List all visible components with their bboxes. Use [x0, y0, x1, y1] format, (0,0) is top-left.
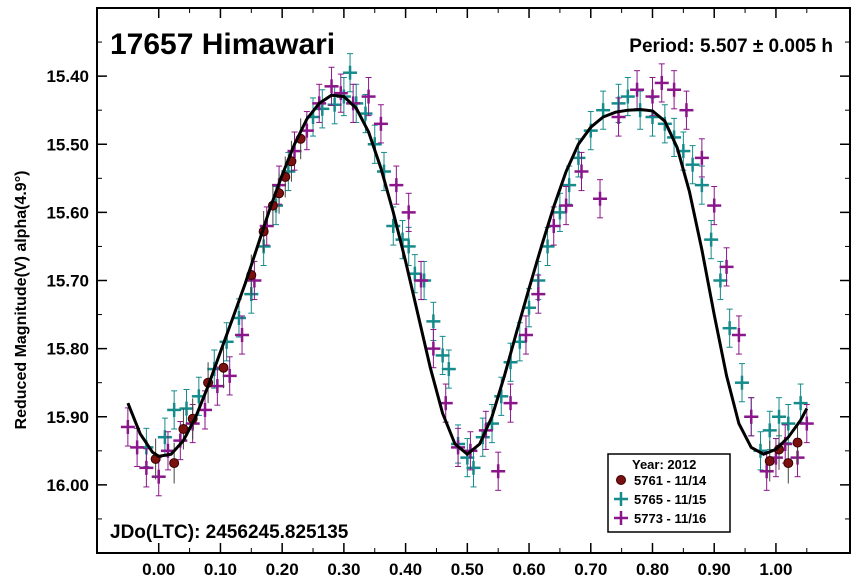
x-tick-label: 0.00	[142, 560, 175, 579]
data-point	[441, 349, 456, 389]
x-tick-label: 0.40	[389, 560, 422, 579]
data-point	[783, 442, 794, 484]
x-tick-label: 0.20	[266, 560, 299, 579]
data-point	[235, 315, 250, 355]
data-point	[151, 457, 166, 497]
data-point	[407, 254, 422, 294]
data-point	[596, 90, 611, 130]
data-point	[435, 335, 450, 376]
x-tick-label: 0.60	[513, 560, 546, 579]
data-point	[793, 383, 808, 423]
point-marker	[783, 458, 794, 469]
y-tick-label: 15.60	[46, 203, 89, 222]
data-point	[654, 63, 669, 103]
point-marker	[764, 456, 775, 467]
data-point	[367, 124, 382, 164]
x-tick-label: 0.90	[698, 560, 731, 579]
x-tick-label: 1.00	[759, 560, 792, 579]
data-point	[361, 76, 376, 117]
data-point	[503, 383, 518, 423]
data-point	[792, 422, 803, 464]
x-tick-label: 0.10	[204, 560, 237, 579]
x-tick-label: 0.50	[451, 560, 484, 579]
axes: 0.00 0.10 0.20 0.30 0.40 0.50 0.60 0.70 0.80 0.90…	[46, 8, 850, 579]
legend-marker	[616, 475, 626, 485]
y-tick-label: 15.50	[46, 135, 89, 154]
data-point	[491, 451, 506, 491]
data-point	[685, 145, 700, 185]
data-point	[167, 390, 182, 430]
data-point	[139, 448, 154, 488]
data-point	[531, 274, 546, 314]
data-point	[562, 165, 577, 205]
x-tick-label: 0.30	[327, 560, 360, 579]
fit-curve	[126, 93, 809, 458]
point-marker	[792, 437, 803, 448]
data-point	[218, 347, 229, 389]
y-tick-label: 15.90	[46, 408, 89, 427]
data-point	[744, 397, 759, 437]
x-tick-label: 0.70	[574, 560, 607, 579]
data-point	[667, 70, 682, 110]
data-point	[667, 117, 682, 158]
chart-title: 17657 Himawari	[110, 28, 335, 61]
data-point	[324, 66, 339, 106]
data-point	[713, 260, 728, 301]
point-marker	[218, 362, 229, 373]
legend-label: 5761 - 11/14	[634, 473, 707, 488]
legend: Year: 2012 5761 - 11/14 5765 - 11/15 5773 …	[607, 453, 731, 533]
data-point	[120, 407, 135, 447]
legend-box	[607, 453, 731, 533]
data-point	[373, 104, 388, 144]
data-point	[734, 363, 749, 403]
x-tick-label: 0.80	[636, 560, 669, 579]
legend-entry: 5773 - 11/16	[614, 511, 706, 526]
data-point	[731, 315, 746, 355]
data-point	[389, 165, 404, 205]
data-point	[426, 329, 441, 369]
data-point	[694, 138, 709, 178]
data-point	[707, 185, 722, 226]
y-tick-label: 15.70	[46, 272, 89, 291]
data-point	[722, 308, 737, 348]
data-point	[679, 90, 694, 130]
legend-title: Year: 2012	[632, 457, 696, 472]
y-tick-label: 16.00	[46, 476, 89, 495]
data-point	[518, 315, 533, 355]
data-point	[645, 76, 660, 117]
data-point	[799, 403, 814, 444]
data-point	[764, 440, 775, 482]
legend-entry: 5765 - 11/15	[614, 492, 706, 507]
plot-marks	[120, 53, 814, 497]
jdo-annotation: JDo(LTC): 2456245.825135	[110, 522, 349, 543]
data-point	[593, 179, 608, 219]
data-point	[169, 442, 180, 484]
data-point	[719, 247, 734, 287]
y-tick-label: 15.80	[46, 340, 89, 359]
data-point	[704, 220, 719, 260]
period-annotation: Period: 5.507 ± 0.005 h	[629, 36, 833, 57]
data-point	[559, 185, 574, 226]
data-point	[401, 192, 416, 232]
y-tick-label: 15.40	[46, 67, 89, 86]
legend-label: 5765 - 11/15	[634, 492, 706, 507]
data-point	[333, 73, 348, 113]
y-axis-label: Reduced Magnitude(V) alpha(4.9°)	[13, 171, 30, 430]
legend-entries: 5761 - 11/14 5765 - 11/15 5773 - 11/16	[614, 473, 707, 526]
legend-label: 5773 - 11/16	[634, 511, 706, 526]
data-point	[219, 322, 234, 362]
point-marker	[169, 458, 180, 469]
data-point	[343, 53, 358, 93]
data-point	[574, 151, 589, 192]
data-point	[222, 356, 237, 396]
data-point	[130, 427, 145, 467]
legend-entry: 5761 - 11/14	[616, 473, 707, 488]
data-point	[414, 260, 429, 301]
